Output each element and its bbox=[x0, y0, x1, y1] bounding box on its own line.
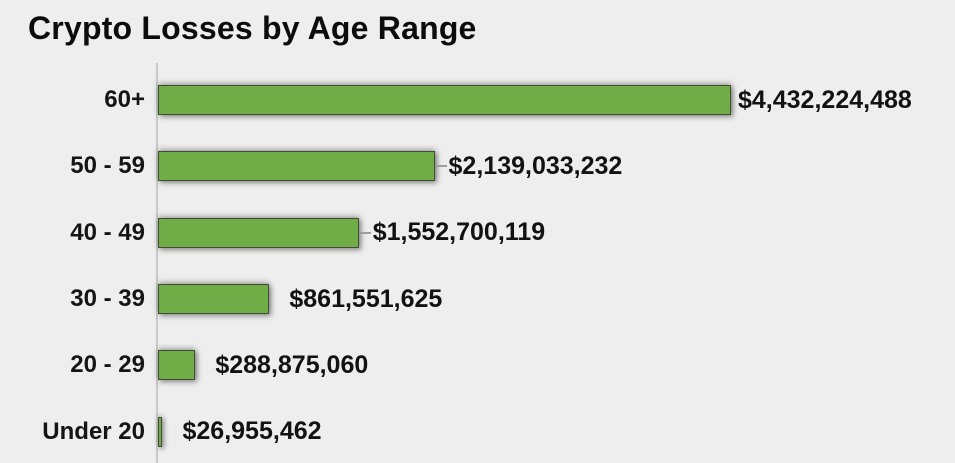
category-label: 30 - 39 bbox=[70, 285, 145, 313]
bar-plot-area: $861,551,625 bbox=[158, 266, 442, 332]
bar-plot-area: $4,432,224,488 bbox=[158, 67, 912, 133]
bar bbox=[158, 217, 359, 248]
value-label: $861,551,625 bbox=[289, 284, 443, 313]
bar-plot-area: $2,139,033,232 bbox=[158, 133, 622, 199]
bar bbox=[158, 85, 731, 116]
bar-rows: 60+ $4,432,224,488 50 - 59 $2,139,033,232 40… bbox=[0, 67, 955, 463]
bar-row: 60+ $4,432,224,488 bbox=[0, 67, 955, 133]
category-label: 20 - 29 bbox=[70, 351, 145, 379]
bar-row: 50 - 59 $2,139,033,232 bbox=[0, 133, 955, 199]
bar-row: 20 - 29 $288,875,060 bbox=[0, 332, 955, 398]
bar-plot-area: $288,875,060 bbox=[158, 332, 368, 398]
category-label: 50 - 59 bbox=[70, 152, 145, 180]
bar-row: 30 - 39 $861,551,625 bbox=[0, 266, 955, 332]
bar-row: Under 20 $26,955,462 bbox=[0, 399, 955, 463]
category-label: Under 20 bbox=[42, 417, 145, 445]
category-label: 40 - 49 bbox=[70, 218, 145, 246]
bar-plot-area: $26,955,462 bbox=[158, 399, 322, 463]
bar bbox=[158, 416, 162, 447]
category-label: 60+ bbox=[104, 86, 145, 114]
chart-title: Crypto Losses by Age Range bbox=[28, 10, 477, 46]
value-label: $288,875,060 bbox=[215, 350, 369, 379]
bar bbox=[158, 350, 196, 381]
leader-line bbox=[358, 231, 371, 234]
bar-plot-area: $1,552,700,119 bbox=[158, 200, 545, 266]
bar bbox=[158, 151, 435, 182]
value-label: $1,552,700,119 bbox=[372, 218, 546, 247]
value-label: $4,432,224,488 bbox=[738, 85, 912, 114]
value-label: $2,139,033,232 bbox=[448, 151, 623, 180]
bar bbox=[158, 284, 270, 315]
leader-line bbox=[434, 165, 447, 168]
bar-row: 40 - 49 $1,552,700,119 bbox=[0, 200, 955, 266]
value-label: $26,955,462 bbox=[182, 417, 322, 446]
category-axis-line bbox=[156, 63, 158, 463]
